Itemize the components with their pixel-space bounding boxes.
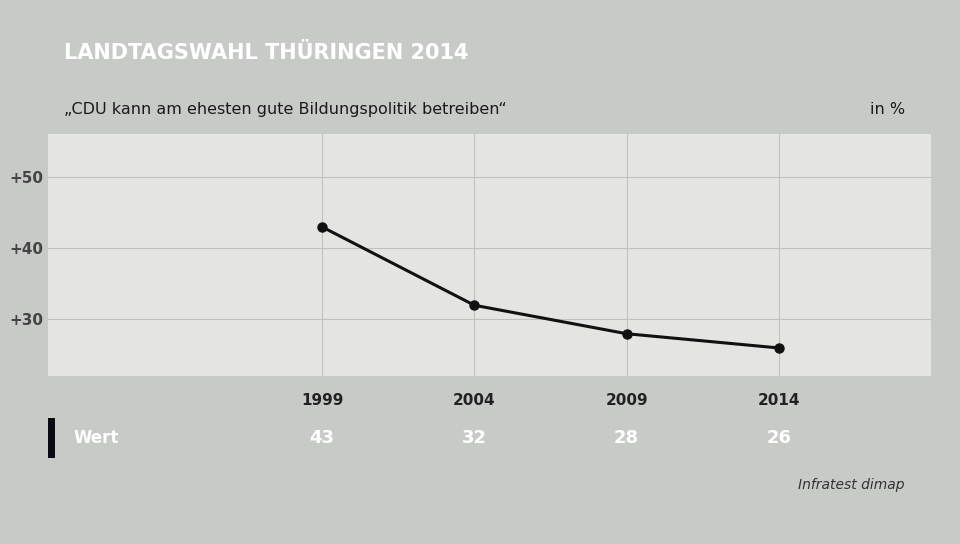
- Text: 28: 28: [614, 429, 639, 447]
- Text: LANDTAGSWAHL THÜRINGEN 2014: LANDTAGSWAHL THÜRINGEN 2014: [64, 43, 468, 63]
- Text: Wert: Wert: [74, 429, 119, 447]
- Text: 26: 26: [766, 429, 791, 447]
- Text: 32: 32: [462, 429, 487, 447]
- Text: 1999: 1999: [300, 393, 344, 408]
- Text: 43: 43: [309, 429, 335, 447]
- Text: 2004: 2004: [453, 393, 495, 408]
- Text: in %: in %: [870, 102, 904, 117]
- Text: „CDU kann am ehesten gute Bildungspolitik betreiben“: „CDU kann am ehesten gute Bildungspoliti…: [64, 102, 507, 117]
- Bar: [48, 418, 55, 458]
- Text: 2014: 2014: [757, 393, 801, 408]
- Text: 2009: 2009: [606, 393, 648, 408]
- Text: Infratest dimap: Infratest dimap: [798, 478, 904, 492]
